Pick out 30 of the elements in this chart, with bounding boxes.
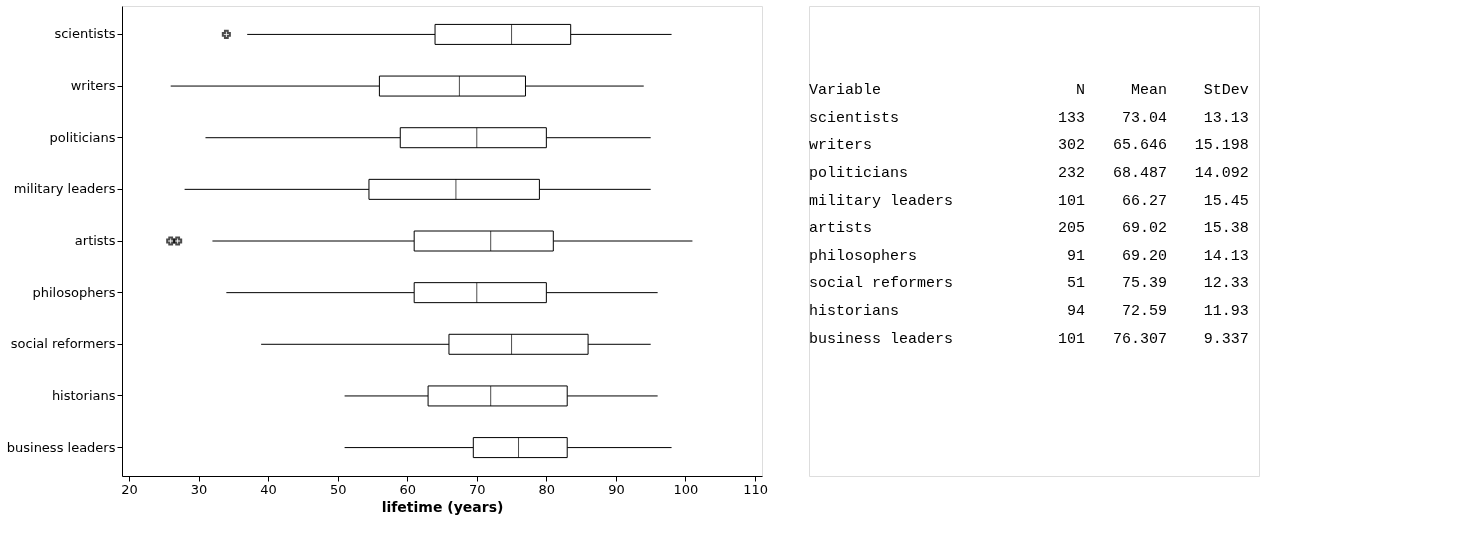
x-tick-label: 110 (743, 481, 768, 497)
y-tick-label: philosophers (32, 284, 116, 300)
text: military leaders 101 66.27 15.45 (809, 192, 1249, 210)
text: philosophers 91 69.20 14.13 (809, 247, 1249, 265)
x-tick-label: 80 (538, 481, 556, 497)
text: historians 94 72.59 11.93 (809, 303, 1249, 321)
y-tick-label: politicians (49, 129, 116, 145)
x-axis-title: lifetime (years) (381, 498, 504, 515)
x-tick-label: 30 (190, 481, 208, 497)
y-tick-label: artists (74, 233, 116, 248)
x-tick-label: 20 (121, 481, 138, 497)
text: writers 302 65.646 15.198 (809, 137, 1249, 155)
text: Variable N Mean StDev (809, 81, 1249, 99)
text: politicians 232 68.487 14.092 (809, 164, 1249, 182)
text: scientists 133 73.04 13.13 (809, 109, 1249, 127)
x-tick-label: 100 (673, 481, 699, 497)
y-tick-label: business leaders (6, 439, 116, 455)
y-tick-label: historians (51, 387, 116, 403)
y-tick-label: scientists (54, 26, 116, 42)
x-tick-label: 50 (329, 481, 347, 497)
x-tick-label: 70 (469, 481, 486, 497)
text: business leaders 101 76.307 9.337 (809, 330, 1249, 348)
text: artists 205 69.02 15.38 (809, 220, 1249, 238)
text: social reformers 51 75.39 12.33 (809, 275, 1249, 293)
x-tick-label: 60 (399, 481, 416, 497)
y-tick-label: social reformers (10, 336, 116, 352)
y-tick-label: writers (70, 78, 116, 94)
x-tick-label: 40 (260, 481, 277, 497)
x-tick-label: 90 (608, 481, 625, 497)
y-tick-label: military leaders (13, 181, 116, 197)
